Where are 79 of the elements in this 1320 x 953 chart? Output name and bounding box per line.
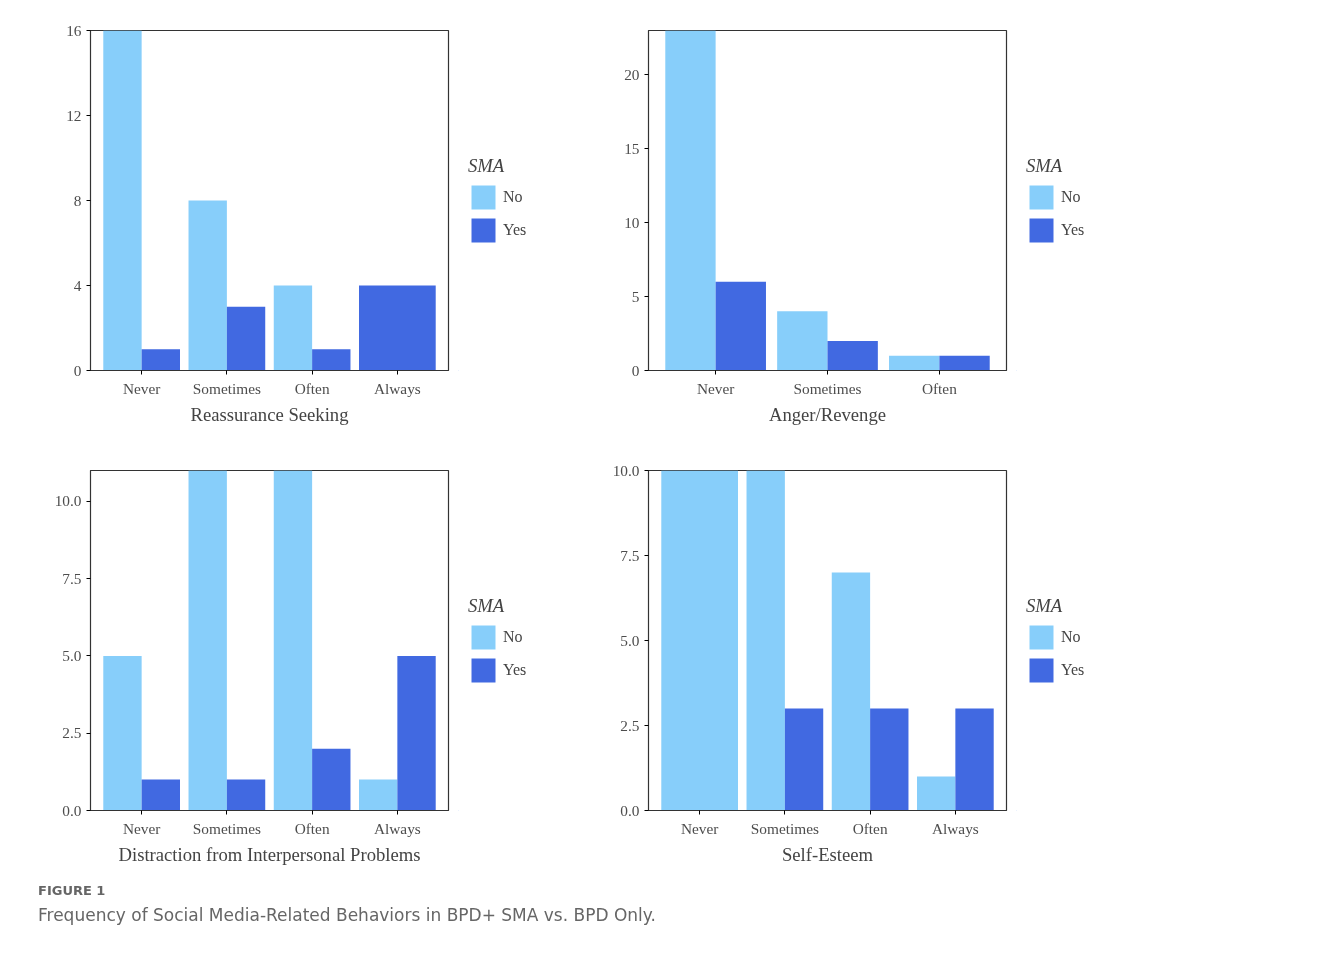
legend-title: SMA bbox=[468, 595, 506, 617]
bar bbox=[939, 355, 990, 371]
y-tick-label: 5 bbox=[631, 287, 640, 305]
bar bbox=[955, 708, 994, 811]
bar bbox=[312, 748, 351, 811]
bar bbox=[746, 470, 785, 811]
bar bbox=[827, 340, 878, 371]
bar bbox=[831, 572, 871, 811]
bar bbox=[917, 776, 956, 811]
x-tick-label: Sometimes bbox=[793, 379, 862, 397]
text: Frequency of Social Media-Related Behaviors in BPD+ SMA vs. BPD Only. bbox=[38, 903, 656, 927]
y-tick-label: 5.0 bbox=[62, 646, 82, 664]
bar bbox=[777, 311, 828, 371]
x-tick-label: Sometimes bbox=[192, 379, 261, 397]
y-tick-label: 7.5 bbox=[620, 546, 640, 564]
y-tick-label: 0 bbox=[631, 361, 640, 379]
bar bbox=[665, 30, 716, 371]
y-tick-label: 5.0 bbox=[620, 631, 640, 649]
y-tick-label: 10.0 bbox=[612, 461, 640, 479]
y-tick-label: 8 bbox=[73, 191, 82, 209]
bar bbox=[141, 779, 180, 811]
x-axis-title: Reassurance Seeking bbox=[190, 403, 349, 425]
y-tick-label: 12 bbox=[66, 106, 82, 124]
x-axis-title: Anger/Revenge bbox=[768, 403, 887, 425]
bar bbox=[889, 355, 940, 371]
legend-label: No bbox=[1061, 628, 1081, 646]
bar bbox=[784, 708, 824, 811]
y-tick-label: 7.5 bbox=[62, 569, 82, 587]
x-tick-label: Sometimes bbox=[750, 819, 819, 837]
y-tick-label: 0.0 bbox=[620, 801, 640, 819]
x-tick-label: Often bbox=[852, 819, 888, 837]
bar bbox=[359, 779, 398, 811]
bar bbox=[397, 655, 436, 811]
x-tick-label: Always bbox=[373, 379, 421, 397]
legend-label: No bbox=[503, 188, 523, 206]
y-tick-label: 16 bbox=[66, 21, 82, 39]
caption: FIGURE 1 bbox=[38, 882, 106, 900]
bar bbox=[141, 349, 180, 371]
x-tick-label: Often bbox=[294, 819, 330, 837]
y-tick-label: 4 bbox=[73, 276, 82, 294]
bar bbox=[273, 285, 313, 371]
legend-title: SMA bbox=[468, 155, 506, 177]
bar bbox=[188, 470, 227, 811]
legend-label: Yes bbox=[1061, 221, 1085, 239]
x-tick-label: Often bbox=[294, 379, 330, 397]
x-tick-label: Never bbox=[680, 819, 719, 837]
legend-title: SMA bbox=[1026, 155, 1064, 177]
bar bbox=[715, 281, 766, 371]
bar bbox=[870, 708, 909, 811]
x-axis-title: Self-Esteem bbox=[781, 843, 874, 865]
y-tick-label: 2.5 bbox=[620, 716, 640, 734]
x-tick-label: Never bbox=[122, 379, 161, 397]
y-tick-label: 20 bbox=[624, 65, 640, 83]
bar bbox=[188, 200, 227, 371]
bar bbox=[226, 779, 266, 811]
x-tick-label: Always bbox=[931, 819, 979, 837]
legend-label: Yes bbox=[503, 661, 527, 679]
legend-title: SMA bbox=[1026, 595, 1064, 617]
x-axis-title: Distraction from Interpersonal Problems bbox=[118, 843, 421, 865]
x-tick-label: Often bbox=[921, 379, 958, 397]
legend-label: No bbox=[503, 628, 523, 646]
x-tick-label: Never bbox=[696, 379, 735, 397]
bar bbox=[103, 655, 142, 811]
bar bbox=[103, 30, 142, 371]
legend-label: No bbox=[1061, 188, 1081, 206]
x-tick-label: Sometimes bbox=[192, 819, 261, 837]
bar bbox=[226, 306, 266, 371]
legend-label: Yes bbox=[503, 221, 527, 239]
bar bbox=[273, 470, 313, 811]
y-tick-label: 10 bbox=[624, 213, 640, 231]
y-tick-label: 0 bbox=[73, 361, 82, 379]
x-tick-label: Always bbox=[373, 819, 421, 837]
y-tick-label: 10.0 bbox=[54, 492, 82, 510]
bar bbox=[312, 349, 351, 371]
legend-label: Yes bbox=[1061, 661, 1085, 679]
y-tick-label: 15 bbox=[624, 139, 640, 157]
y-tick-label: 2.5 bbox=[62, 724, 82, 742]
y-tick-label: 0.0 bbox=[62, 801, 82, 819]
x-tick-label: Never bbox=[122, 819, 161, 837]
